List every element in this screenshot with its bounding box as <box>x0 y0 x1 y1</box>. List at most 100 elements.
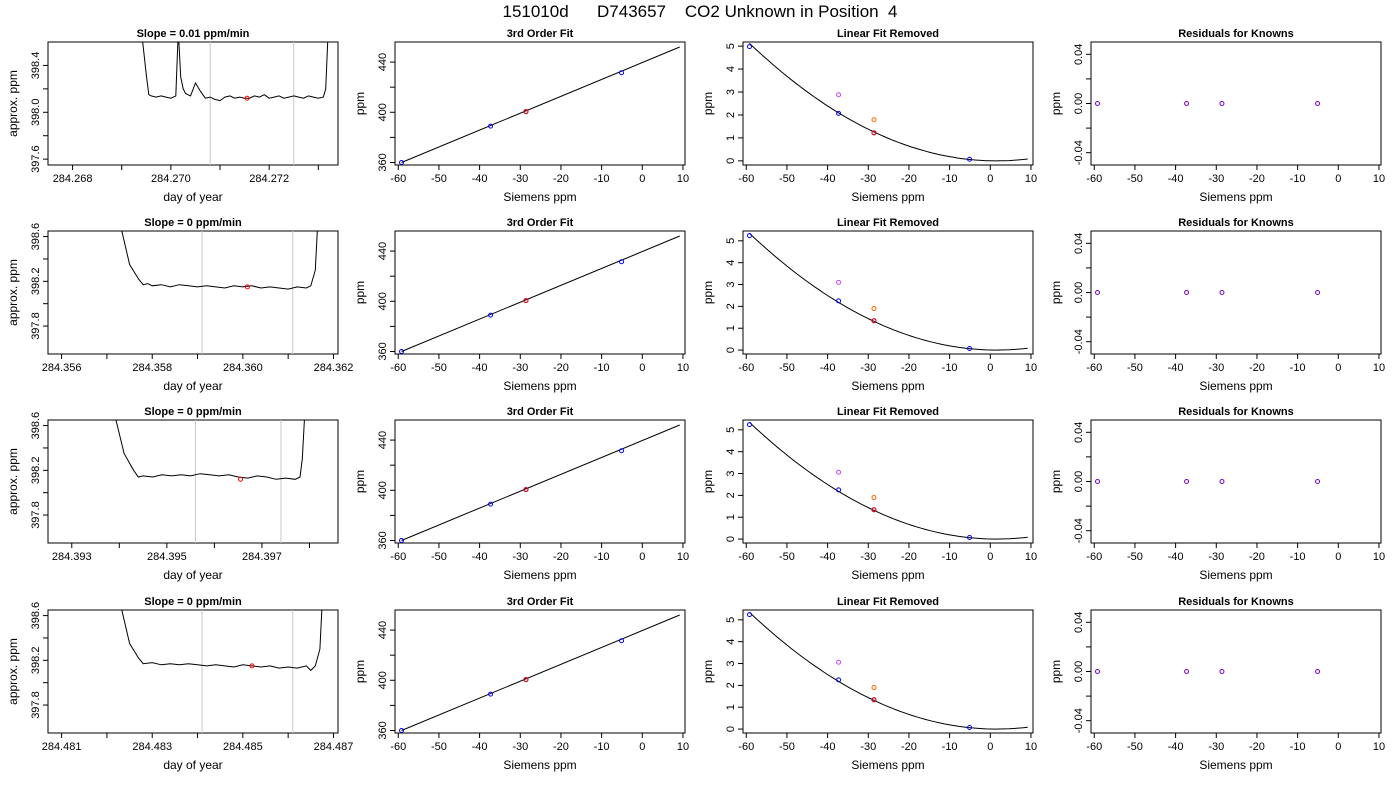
panel-linear-removed-4: Linear Fit Removed Siemens ppm ppm -60 -50 -4… <box>701 596 1037 772</box>
y-tick-label: 0.00 <box>1073 93 1085 114</box>
x-tick-label: 0 <box>1335 173 1341 185</box>
residual-point <box>1095 669 1101 674</box>
panel-title: 3rd Order Fit <box>507 28 574 40</box>
y-tick-label: 440 <box>377 621 389 639</box>
panel-title: Linear Fit Removed <box>837 596 939 608</box>
x-tick-label: 10 <box>1373 551 1385 563</box>
x-tick-label: -20 <box>901 551 917 563</box>
x-tick-label: -10 <box>942 173 958 185</box>
y-tick-label: 398.6 <box>30 412 42 440</box>
analyzer-trace <box>121 231 318 290</box>
x-tick-label: -60 <box>390 173 406 185</box>
panel-time-series-1: Slope = 0.01 ppm/min day of year approx. p… <box>6 28 339 204</box>
x-tick-label: -40 <box>472 362 488 374</box>
x-tick-label: -20 <box>901 741 917 753</box>
y-axis-label: ppm <box>1049 281 1063 304</box>
x-tick-label: 0 <box>987 173 993 185</box>
x-tick-label: 0 <box>639 741 645 753</box>
panel-title: Slope = 0 ppm/min <box>144 217 242 229</box>
y-tick-label: 0 <box>725 158 737 164</box>
x-tick-label: -60 <box>738 551 754 563</box>
offset-point-magenta <box>836 469 842 475</box>
plot-frame <box>1090 230 1382 355</box>
y-axis-label: ppm <box>1049 660 1063 683</box>
y-tick-label: -0.04 <box>1073 140 1085 165</box>
figure-title: 151010d D743657 CO2 Unknown in Position … <box>502 2 898 21</box>
offset-point-orange <box>871 306 877 312</box>
x-tick-label: -50 <box>779 741 795 753</box>
plot-frame <box>742 41 1034 166</box>
x-tick-label: -60 <box>1086 173 1102 185</box>
y-tick-label: 0.04 <box>1073 233 1085 254</box>
y-axis-label: ppm <box>353 660 367 683</box>
y-tick-label: 5 <box>725 238 737 244</box>
y-tick-label: 398.2 <box>30 457 42 485</box>
plot-frame <box>47 419 339 544</box>
x-tick-label: 0 <box>1335 362 1341 374</box>
panel-title: Linear Fit Removed <box>837 28 939 40</box>
offset-point-magenta <box>836 279 842 285</box>
y-tick-label: 0.00 <box>1073 282 1085 303</box>
x-tick-label: 10 <box>1025 362 1037 374</box>
offset-point-orange <box>871 685 877 691</box>
panel-fit-2: 3rd Order Fit Siemens ppm ppm -60 -50 -40 -30 -… <box>353 217 689 393</box>
x-tick-label: -20 <box>1249 362 1265 374</box>
y-tick-label: 397.8 <box>30 691 42 719</box>
y-tick-label: 3 <box>725 281 737 287</box>
fit-curve <box>749 232 1028 351</box>
x-tick-label: -10 <box>942 362 958 374</box>
known-standard-point <box>967 346 973 352</box>
plot-area <box>399 424 680 543</box>
x-tick-label: -60 <box>1086 362 1102 374</box>
x-axis-label: Siemens ppm <box>851 758 924 772</box>
x-tick-label: -10 <box>594 173 610 185</box>
unknown-point <box>523 487 529 493</box>
x-tick-label: -10 <box>594 741 610 753</box>
panel-linear-removed-2: Linear Fit Removed Siemens ppm ppm -60 -50 -4… <box>701 217 1037 393</box>
plot-frame <box>394 41 686 166</box>
x-tick-label: -20 <box>901 362 917 374</box>
y-tick-label: 397.8 <box>30 312 42 340</box>
x-tick-label: 284.360 <box>223 362 263 374</box>
panel-title: Residuals for Knowns <box>1178 217 1294 229</box>
x-tick-label: -30 <box>512 741 528 753</box>
offset-point-magenta <box>836 659 842 665</box>
x-tick-label: 0 <box>1335 741 1341 753</box>
plot-frame <box>47 230 339 355</box>
panel-residuals-2: Residuals for Knowns Siemens ppm ppm -60 -50… <box>1049 217 1385 393</box>
y-tick-label: 440 <box>377 242 389 260</box>
y-axis-label: approx. ppm <box>6 448 20 515</box>
y-tick-label: -0.04 <box>1073 708 1085 733</box>
y-tick-label: 360 <box>377 153 389 171</box>
panel-fit-1: 3rd Order Fit Siemens ppm ppm -60 -50 -40 -30 -… <box>353 28 689 204</box>
y-tick-label: 2 <box>725 492 737 498</box>
y-tick-label: 2 <box>725 112 737 118</box>
x-tick-label: 10 <box>677 741 689 753</box>
x-tick-label: -40 <box>1168 551 1184 563</box>
panel-title: 3rd Order Fit <box>507 596 574 608</box>
x-tick-label: -50 <box>779 173 795 185</box>
x-tick-label: -20 <box>553 362 569 374</box>
plot-frame <box>1090 609 1382 734</box>
x-axis-label: Siemens ppm <box>851 379 924 393</box>
residual-point <box>1095 290 1101 295</box>
known-standard-point <box>399 537 405 543</box>
plot-area <box>399 614 680 733</box>
x-tick-label: 284.356 <box>42 362 82 374</box>
x-tick-label: 0 <box>1335 551 1341 563</box>
plot-frame <box>1090 41 1382 166</box>
x-tick-label: -30 <box>1208 362 1224 374</box>
y-tick-label: 360 <box>377 531 389 549</box>
x-axis-label: Siemens ppm <box>851 568 924 582</box>
x-tick-label: -40 <box>1168 173 1184 185</box>
unknown-point <box>871 130 877 136</box>
x-tick-label: -60 <box>390 551 406 563</box>
x-axis-label: day of year <box>163 379 222 393</box>
x-tick-label: -60 <box>738 173 754 185</box>
x-tick-label: -20 <box>1249 741 1265 753</box>
known-standard-point <box>488 691 494 697</box>
y-tick-label: 0 <box>725 347 737 353</box>
x-tick-label: 284.397 <box>242 551 282 563</box>
y-tick-label: 4 <box>725 66 737 72</box>
